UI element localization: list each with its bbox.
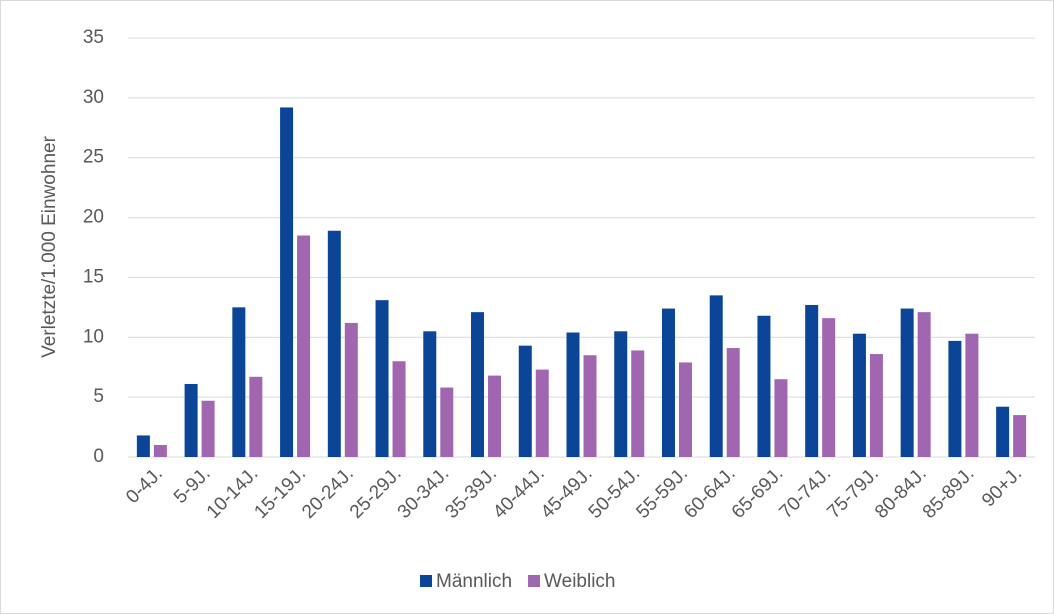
legend-swatch [420,575,432,587]
bar [996,406,1010,457]
bar [852,333,866,457]
y-tick-label: 15 [83,266,104,287]
bar [709,295,723,457]
bar [1013,415,1027,457]
y-tick-label: 25 [83,147,104,168]
bar [375,300,389,457]
bar [774,379,788,457]
y-tick-label: 5 [93,386,104,407]
bar [948,340,962,457]
bar [297,235,311,457]
bar [280,107,294,457]
bar [678,362,692,457]
bar [583,355,597,457]
bar [805,304,819,457]
bar [232,307,246,457]
y-axis-title: Verletzte/1.000 Einwohner [39,135,60,357]
bar [917,312,931,457]
bar [726,348,740,457]
bar [201,400,215,457]
y-tick-label: 30 [83,87,104,108]
legend-label: Männlich [436,571,512,592]
bar [822,318,836,457]
bar [518,345,532,457]
bar [614,331,628,457]
legend-swatch [528,575,541,587]
bar [249,376,263,457]
bar [535,369,549,457]
bar [392,361,406,457]
bar [631,350,645,457]
legend-label: Weiblich [544,571,615,592]
bar [327,230,341,457]
y-tick-label: 10 [83,326,104,347]
bar [184,383,198,457]
bar [488,375,502,457]
bar [423,331,437,457]
bar [344,322,358,457]
bar [757,315,771,457]
bar [661,308,675,457]
y-tick-label: 0 [93,446,104,467]
y-tick-label: 35 [83,27,104,48]
bar [153,445,167,457]
bar [471,312,485,457]
y-tick-label: 20 [83,207,104,228]
bar [869,354,883,457]
bar [136,435,150,457]
bar [900,308,914,457]
bar [965,333,979,457]
bar [566,332,580,457]
bar [440,387,454,457]
